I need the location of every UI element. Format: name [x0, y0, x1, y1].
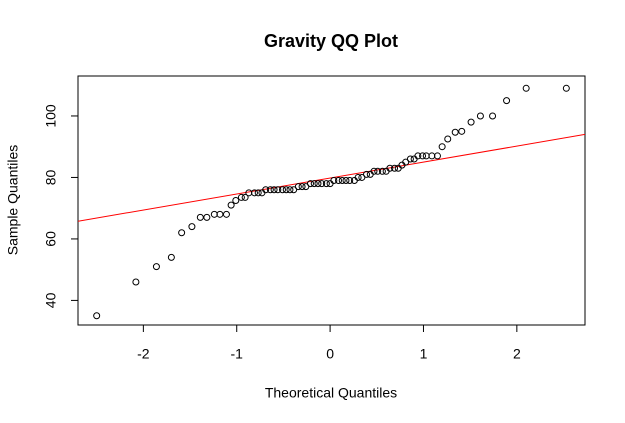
point: [286, 186, 294, 194]
point: [188, 223, 196, 231]
point: [444, 135, 452, 143]
point: [294, 183, 302, 191]
point: [346, 177, 354, 185]
point: [278, 186, 286, 194]
qq-line: [78, 133, 585, 222]
point: [266, 186, 274, 194]
point: [306, 180, 314, 188]
point: [330, 177, 338, 185]
point: [363, 170, 371, 178]
point: [232, 197, 240, 204]
point: [282, 186, 290, 194]
point: [132, 278, 140, 286]
point: [270, 186, 278, 194]
x-tick-label: 1: [420, 346, 428, 362]
point: [167, 253, 175, 261]
point: [178, 229, 186, 237]
point: [335, 177, 343, 185]
point: [378, 167, 386, 175]
point: [314, 180, 322, 188]
point: [503, 97, 511, 105]
x-tick-label: 2: [513, 346, 521, 362]
point: [322, 180, 330, 188]
point: [414, 152, 422, 160]
point: [216, 210, 224, 218]
point: [391, 164, 399, 172]
point: [254, 189, 262, 197]
y-tick-label: 40: [43, 292, 59, 308]
point: [196, 213, 204, 221]
x-tick-label: 0: [326, 346, 334, 362]
point: [467, 118, 475, 126]
point: [342, 177, 350, 185]
point: [438, 143, 446, 151]
point: [451, 128, 459, 136]
point: [386, 164, 394, 172]
x-tick-label: -2: [137, 346, 150, 362]
point: [298, 183, 306, 191]
point: [318, 180, 326, 188]
point: [274, 186, 282, 194]
point: [237, 193, 245, 201]
point: [562, 84, 570, 92]
point: [406, 155, 414, 163]
point: [476, 112, 484, 120]
point: [262, 186, 270, 194]
point: [354, 173, 362, 181]
point: [419, 152, 427, 160]
point: [227, 201, 235, 209]
y-tick-label: 80: [43, 169, 59, 185]
point: [522, 84, 530, 92]
point: [93, 312, 101, 320]
point: [374, 167, 382, 175]
y-tick-label: 100: [43, 104, 59, 128]
point: [338, 177, 346, 185]
point: [489, 112, 497, 120]
y-tick-label: 60: [43, 231, 59, 247]
x-tick-label: -1: [231, 346, 244, 362]
point: [250, 189, 258, 197]
point: [152, 263, 160, 271]
point: [310, 180, 318, 188]
point: [241, 193, 249, 201]
point: [222, 210, 230, 218]
x-axis-label: Theoretical Quantiles: [265, 385, 397, 401]
point: [203, 213, 211, 221]
point: [370, 167, 378, 175]
y-axis-label: Sample Quantiles: [5, 145, 21, 256]
point: [458, 127, 466, 135]
chart-title: Gravity QQ Plot: [264, 31, 398, 51]
point: [433, 152, 441, 160]
